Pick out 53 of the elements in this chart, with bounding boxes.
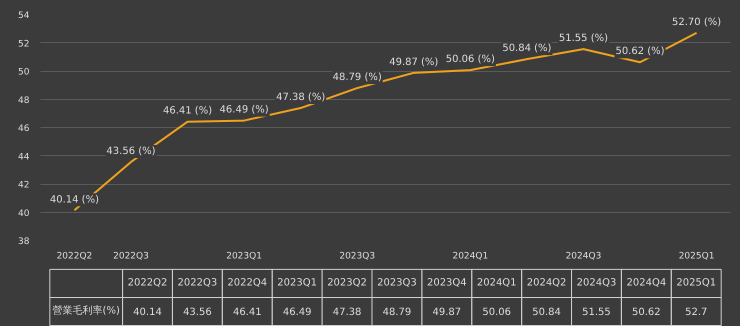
x-tick-label: 2024Q3	[566, 252, 602, 262]
data-label: 46.49 (%)	[220, 104, 269, 116]
data-label: 50.62	[632, 307, 661, 318]
data-label: 48.79	[382, 307, 412, 318]
data-label: 50.06 (%)	[446, 54, 495, 66]
y-tick-label: 50	[18, 68, 30, 78]
data-label: 52.70 (%)	[672, 16, 722, 28]
y-tick-label: 42	[18, 180, 30, 190]
x-tick-label: 2022Q3	[113, 252, 149, 262]
category-label: 2024Q1	[476, 277, 517, 288]
data-label: 49.87 (%)	[389, 56, 438, 68]
data-label: 47.38 (%)	[276, 92, 326, 104]
category-label: 2022Q4	[227, 277, 268, 288]
category-label: 2023Q3	[377, 277, 417, 288]
x-tick-label: 2023Q1	[226, 252, 262, 262]
category-label: 2023Q4	[426, 277, 467, 288]
y-tick-label: 44	[18, 152, 30, 162]
category-label: 2023Q1	[277, 277, 317, 288]
data-label: 50.84	[532, 307, 561, 318]
y-tick-label: 52	[18, 39, 30, 50]
data-label: 47.38	[332, 307, 362, 318]
y-tick-label: 54	[18, 11, 30, 21]
x-tick-label: 2025Q1	[678, 252, 714, 262]
data-label: 46.41	[232, 307, 262, 318]
category-label: 2024Q2	[526, 277, 566, 288]
x-tick-label: 2023Q3	[339, 252, 376, 262]
text: 營業毛利率(%)	[52, 304, 120, 316]
category-label: 2024Q3	[576, 277, 616, 288]
data-label: 40.14 (%)	[50, 194, 100, 206]
data-label: 46.41 (%)	[162, 106, 212, 117]
x-tick-label: 2022Q2	[56, 252, 92, 262]
data-label: 52.7	[685, 307, 708, 318]
category-label: 2023Q2	[327, 277, 367, 288]
y-tick-label: 38	[18, 237, 30, 247]
data-label: 43.56 (%)	[106, 146, 156, 157]
data-label: 48.79 (%)	[332, 72, 382, 84]
data-label: 51.55	[582, 307, 611, 318]
data-label: 40.14	[133, 307, 162, 318]
data-label: 43.56	[183, 307, 212, 318]
data-label: 46.49	[282, 307, 312, 318]
category-label: 2022Q3	[178, 277, 218, 288]
data-label: 50.84 (%)	[502, 43, 552, 54]
category-label: 2025Q1	[676, 277, 716, 288]
data-label: 51.55 (%)	[558, 33, 608, 44]
data-label: 50.06	[482, 307, 512, 318]
y-tick-label: 46	[18, 124, 30, 134]
category-label: 2022Q2	[128, 277, 168, 288]
category-label: 2024Q4	[626, 277, 666, 288]
y-tick-label: 48	[18, 96, 30, 106]
data-label: 49.87	[432, 307, 462, 318]
data-label: 50.62 (%)	[615, 46, 665, 58]
y-tick-label: 40	[18, 208, 30, 219]
x-tick-label: 2024Q1	[452, 252, 488, 262]
